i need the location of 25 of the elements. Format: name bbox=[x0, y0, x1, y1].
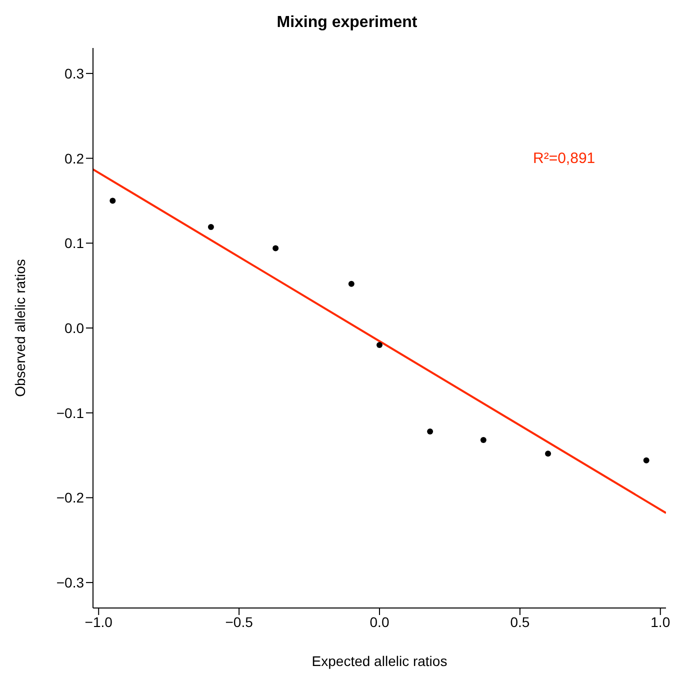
x-axis-title: Expected allelic ratios bbox=[312, 653, 448, 669]
chart-title: Mixing experiment bbox=[276, 13, 418, 33]
point bbox=[110, 198, 116, 204]
x-tick-label: −1.0 bbox=[84, 614, 113, 630]
point bbox=[480, 437, 486, 443]
point bbox=[348, 280, 354, 287]
x-tick-label: 1.0 bbox=[650, 614, 670, 630]
x-tick-label: 0.0 bbox=[370, 614, 390, 630]
point bbox=[272, 245, 279, 252]
point bbox=[427, 428, 434, 435]
annotation: R²=0,891 bbox=[533, 150, 596, 167]
y-tick-label: 0.2 bbox=[64, 150, 84, 166]
y-tick-label: −0.3 bbox=[56, 574, 84, 591]
y-tick-label: 0.0 bbox=[64, 320, 84, 336]
y-axis-title: Observed allelic ratios bbox=[12, 259, 28, 397]
point bbox=[376, 342, 382, 348]
point bbox=[208, 224, 214, 230]
y-tick-label: 0.1 bbox=[64, 235, 84, 252]
y-tick-label: −0.1 bbox=[56, 404, 84, 421]
point bbox=[643, 457, 650, 464]
y-tick-label: −0.2 bbox=[56, 490, 84, 506]
point bbox=[545, 450, 552, 457]
x-tick-label: 0.5 bbox=[510, 614, 530, 630]
x-tick-label: −0.5 bbox=[225, 614, 254, 630]
y-tick-label: 0.3 bbox=[64, 65, 84, 82]
